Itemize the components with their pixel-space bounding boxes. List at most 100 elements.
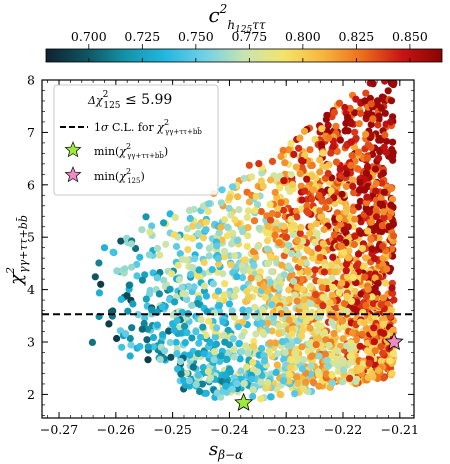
- scatter-point: [291, 349, 299, 357]
- scatter-point: [179, 290, 187, 298]
- scatter-point: [124, 307, 132, 315]
- scatter-point: [185, 377, 193, 385]
- scatter-point: [317, 141, 326, 149]
- scatter-point: [339, 357, 347, 365]
- scatter-point: [249, 392, 257, 400]
- scatter-point: [352, 336, 360, 344]
- scatter-point: [342, 267, 350, 275]
- scatter-point: [244, 224, 252, 232]
- scatter-point: [349, 182, 357, 191]
- scatter-point: [160, 219, 168, 227]
- scatter-point: [375, 112, 383, 120]
- y-tick-label: 4: [27, 282, 35, 297]
- scatter-point: [145, 251, 153, 259]
- scatter-point: [348, 151, 356, 160]
- scatter-point: [325, 134, 333, 142]
- scatter-point: [134, 311, 142, 319]
- scatter-point: [172, 242, 181, 251]
- scatter-point: [166, 338, 174, 347]
- scatter-point: [347, 119, 355, 128]
- scatter-point: [105, 320, 113, 328]
- scatter-point: [244, 232, 252, 240]
- scatter-point: [360, 319, 368, 327]
- scatter-point: [349, 274, 357, 282]
- scatter-point: [343, 307, 351, 315]
- scatter-point: [304, 266, 312, 274]
- scatter-point: [326, 299, 334, 307]
- scatter-point: [232, 286, 240, 294]
- scatter-point: [306, 282, 314, 290]
- scatter-point: [328, 274, 336, 282]
- scatter-point: [356, 178, 364, 186]
- scatter-point: [307, 222, 315, 231]
- scatter-point: [217, 352, 225, 360]
- scatter-point: [214, 287, 222, 295]
- scatter-point: [336, 234, 344, 242]
- scatter-point: [168, 270, 176, 278]
- scatter-point: [305, 339, 313, 347]
- scatter-point: [291, 291, 299, 299]
- scatter-point: [202, 292, 210, 300]
- scatter-point: [189, 264, 197, 272]
- scatter-point: [329, 283, 337, 291]
- scatter-point: [350, 240, 358, 249]
- scatter-point: [327, 187, 335, 195]
- scatter-point: [236, 355, 244, 363]
- scatter-point: [127, 341, 135, 349]
- scatter-point: [351, 109, 359, 117]
- scatter-point: [273, 350, 282, 358]
- scatter-point: [331, 268, 339, 276]
- scatter-point: [238, 332, 246, 340]
- scatter-point: [340, 299, 349, 307]
- scatter-point: [332, 158, 341, 166]
- scatter-point: [307, 362, 315, 370]
- y-tick-label: 2: [27, 387, 35, 402]
- scatter-point: [267, 176, 275, 184]
- scatter-point: [129, 300, 137, 308]
- scatter-point: [180, 322, 189, 330]
- scatter-point: [128, 324, 136, 332]
- scatter-point: [318, 197, 326, 205]
- colorbar-gradient: [45, 48, 443, 63]
- scatter-point: [363, 154, 372, 162]
- scatter-point: [339, 378, 347, 386]
- scatter-point: [275, 239, 283, 247]
- scatter-point: [121, 265, 129, 273]
- scatter-point: [227, 211, 235, 219]
- scatter-point: [388, 284, 396, 292]
- scatter-point: [256, 268, 264, 276]
- scatter-point: [153, 244, 162, 252]
- scatter-point: [275, 283, 283, 291]
- scatter-point: [140, 319, 148, 328]
- scatter-point: [342, 182, 350, 191]
- scatter-point: [242, 342, 250, 350]
- scatter-point: [339, 248, 348, 256]
- scatter-point: [239, 318, 247, 326]
- legend-box: [53, 84, 219, 196]
- x-axis-ticks: −0.27 −0.26 −0.25 −0.24 −0.23 −0.22 −0.21: [40, 80, 419, 437]
- scatter-point: [143, 336, 151, 344]
- scatter-point: [215, 229, 223, 237]
- colorbar-title: c2h125ττ: [208, 2, 265, 35]
- scatter-point: [204, 207, 212, 215]
- scatter-point: [250, 217, 259, 225]
- scatter-point: [386, 118, 395, 126]
- scatter-point: [144, 356, 152, 364]
- scatter-point: [161, 347, 169, 355]
- scatter-point: [223, 232, 232, 240]
- scatter-point: [374, 279, 382, 287]
- scatter-point: [298, 312, 306, 320]
- scatter-point: [335, 99, 344, 107]
- scatter-point: [194, 371, 202, 379]
- scatter-point: [215, 302, 223, 310]
- scatter-point: [225, 204, 233, 212]
- scatter-point: [375, 234, 383, 242]
- scatter-point: [188, 301, 196, 309]
- scatter-point: [387, 97, 396, 105]
- scatter-point: [183, 225, 192, 233]
- scatter-point: [316, 207, 324, 215]
- scatter-point: [153, 321, 161, 329]
- scatter-point: [166, 285, 174, 293]
- scatter-point: [320, 268, 328, 276]
- scatter-point: [297, 223, 305, 231]
